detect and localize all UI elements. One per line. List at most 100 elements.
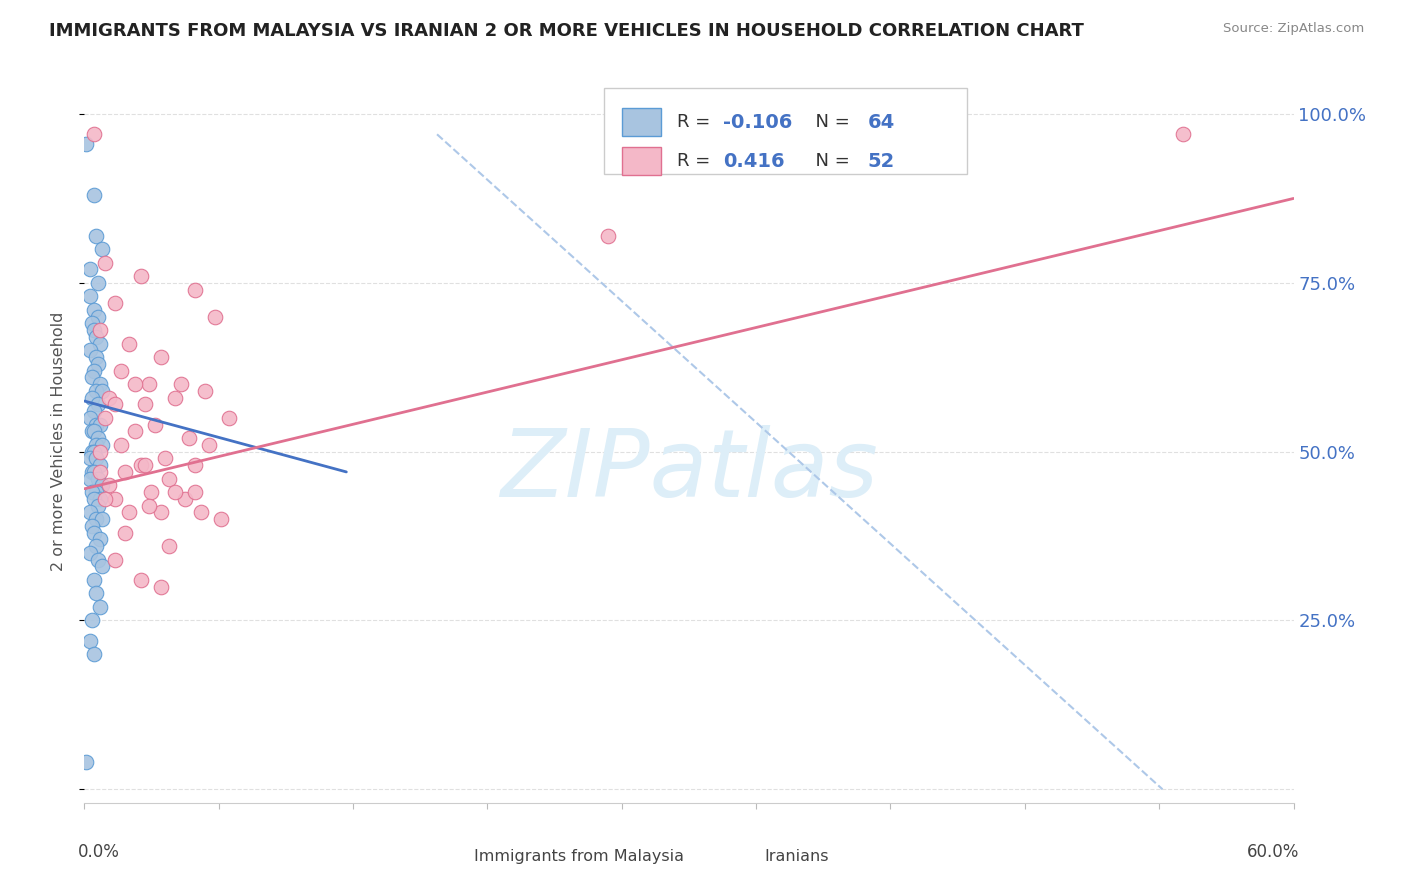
Point: [86, 586, 108, 600]
Point: [204, 310, 226, 324]
Point: [82, 391, 104, 405]
Point: [83, 525, 105, 540]
Point: [93, 491, 115, 506]
Point: [218, 411, 240, 425]
Text: R =: R =: [676, 113, 716, 131]
Point: [79, 505, 101, 519]
Text: ZIPatlas: ZIPatlas: [501, 425, 877, 516]
Text: IMMIGRANTS FROM MALAYSIA VS IRANIAN 2 OR MORE VEHICLES IN HOUSEHOLD CORRELATION : IMMIGRANTS FROM MALAYSIA VS IRANIAN 2 OR…: [49, 22, 1084, 40]
Point: [124, 425, 146, 439]
Text: 52: 52: [868, 152, 896, 170]
Text: 0.0%: 0.0%: [79, 843, 120, 861]
Point: [89, 323, 111, 337]
Point: [129, 573, 152, 587]
Point: [184, 485, 207, 500]
Bar: [434, 847, 465, 868]
Point: [89, 417, 111, 432]
Point: [75, 756, 97, 770]
FancyBboxPatch shape: [605, 87, 967, 174]
Point: [83, 364, 105, 378]
Point: [149, 350, 172, 364]
Point: [194, 384, 217, 398]
Point: [91, 478, 114, 492]
Point: [83, 128, 105, 142]
Point: [138, 377, 160, 392]
Text: Iranians: Iranians: [763, 849, 828, 864]
Point: [89, 465, 111, 479]
Point: [86, 438, 108, 452]
Point: [83, 404, 105, 418]
Point: [598, 228, 620, 243]
Point: [82, 444, 104, 458]
Point: [114, 465, 136, 479]
Point: [86, 485, 108, 500]
Point: [93, 255, 115, 269]
Point: [89, 377, 111, 392]
Point: [110, 438, 132, 452]
Point: [104, 491, 127, 506]
Point: [93, 411, 115, 425]
Point: [79, 546, 101, 560]
Point: [79, 411, 101, 425]
Point: [153, 451, 176, 466]
Point: [165, 391, 187, 405]
Bar: [623, 147, 661, 175]
Point: [83, 188, 105, 202]
Point: [118, 505, 141, 519]
Point: [87, 552, 110, 566]
Point: [91, 512, 114, 526]
Point: [104, 397, 127, 411]
Point: [184, 283, 207, 297]
Point: [124, 377, 146, 392]
Text: N =: N =: [804, 153, 855, 170]
Point: [82, 519, 104, 533]
Point: [198, 438, 221, 452]
Point: [87, 499, 110, 513]
Point: [149, 580, 172, 594]
Point: [97, 391, 120, 405]
Point: [82, 465, 104, 479]
Text: 0.416: 0.416: [723, 152, 785, 170]
Point: [209, 512, 232, 526]
Point: [86, 228, 108, 243]
Text: 64: 64: [868, 112, 896, 132]
Point: [79, 262, 101, 277]
Point: [83, 302, 105, 317]
Point: [79, 633, 101, 648]
Point: [75, 137, 97, 152]
Point: [89, 491, 111, 506]
Point: [82, 425, 104, 439]
Point: [79, 343, 101, 358]
Point: [104, 552, 127, 566]
Bar: [725, 847, 755, 868]
Point: [110, 364, 132, 378]
Point: [86, 384, 108, 398]
Point: [170, 377, 193, 392]
Point: [134, 458, 156, 472]
Point: [89, 599, 111, 614]
Text: Source: ZipAtlas.com: Source: ZipAtlas.com: [1223, 22, 1364, 36]
Text: R =: R =: [676, 153, 716, 170]
Point: [86, 512, 108, 526]
Point: [82, 370, 104, 384]
Point: [86, 417, 108, 432]
Point: [184, 458, 207, 472]
Point: [91, 438, 114, 452]
Point: [129, 269, 152, 284]
Text: N =: N =: [804, 113, 855, 131]
Point: [104, 296, 127, 310]
Point: [143, 417, 166, 432]
Point: [165, 485, 187, 500]
Point: [87, 310, 110, 324]
Point: [174, 491, 197, 506]
Point: [89, 533, 111, 547]
Point: [139, 485, 162, 500]
Point: [83, 647, 105, 661]
Point: [83, 573, 105, 587]
Point: [86, 539, 108, 553]
Point: [86, 451, 108, 466]
Point: [83, 323, 105, 337]
Point: [87, 472, 110, 486]
Point: [97, 478, 120, 492]
Point: [89, 458, 111, 472]
